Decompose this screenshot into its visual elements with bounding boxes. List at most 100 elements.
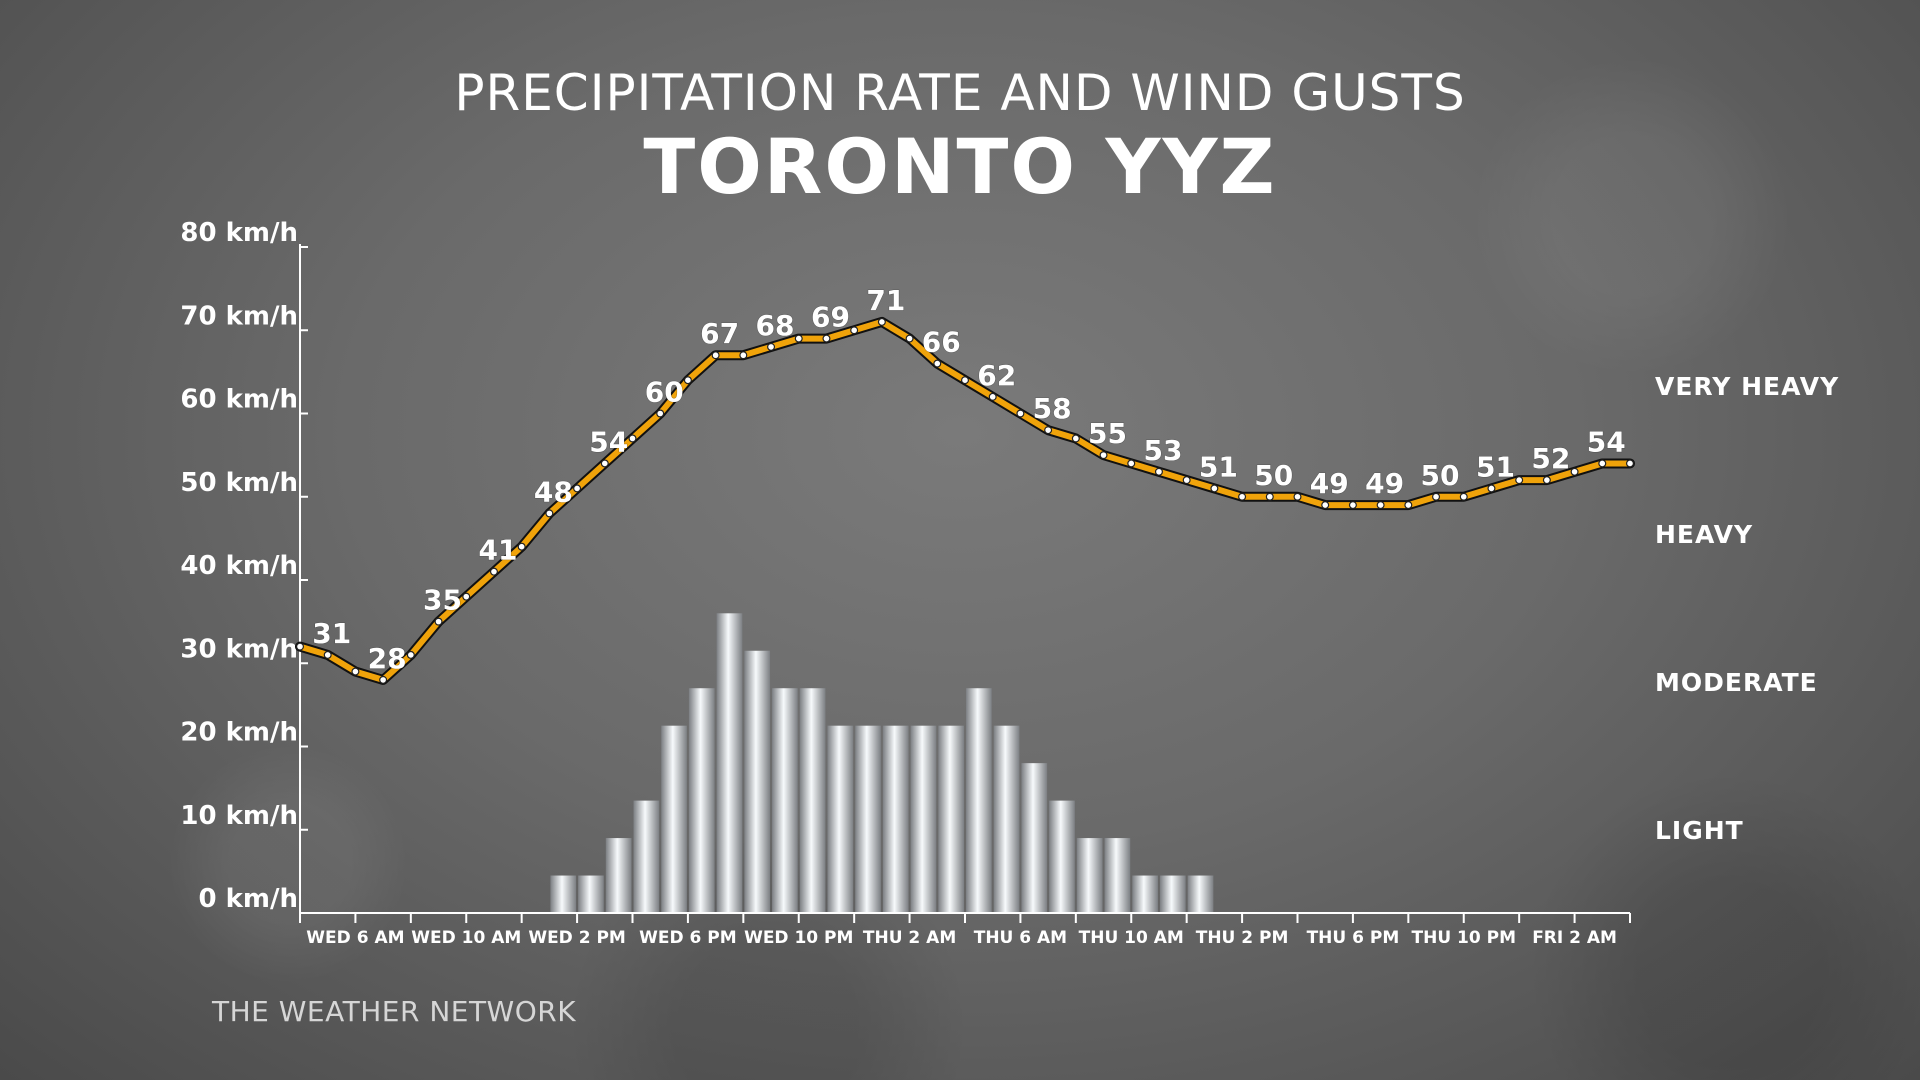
gust-point <box>573 484 582 493</box>
wind-gust-value-labels: 31 28 35 41 48 54 60 67 68 69 71 66 62 58 55 53 51 50 49 49… <box>312 283 1627 675</box>
precip-bar <box>744 650 771 913</box>
x-tick-label: WED 10 AM <box>411 928 521 948</box>
y-tick-label: 0 km/h <box>198 884 298 914</box>
gust-point <box>988 392 997 401</box>
gust-point <box>600 459 609 468</box>
precip-bar <box>966 688 992 913</box>
gust-point <box>1210 484 1219 493</box>
wind-gust-line <box>295 316 1635 685</box>
gust-point <box>406 650 415 659</box>
precip-bar <box>1049 800 1075 913</box>
gust-value-label: 51 <box>1476 450 1515 483</box>
precip-bar <box>827 725 854 913</box>
y-tick-label: 50 km/h <box>180 468 298 498</box>
precip-bar <box>772 688 798 913</box>
x-tick-label: THU 6 AM <box>974 928 1067 948</box>
gust-value-label: 53 <box>1143 434 1182 467</box>
gust-point <box>1404 501 1413 510</box>
gust-point <box>960 376 969 385</box>
precip-bar <box>716 613 743 913</box>
gust-point <box>1598 459 1607 468</box>
gust-point <box>711 351 720 360</box>
axes: 0 km/h 10 km/h 20 km/h 30 km/h 40 km/h 50 km/… <box>180 218 1631 948</box>
x-tick-label: WED 6 AM <box>306 928 404 948</box>
gust-value-label: 41 <box>478 534 517 567</box>
gust-point <box>296 642 305 651</box>
gust-value-label: 35 <box>423 584 462 617</box>
y-tick-label: 40 km/h <box>180 551 298 581</box>
gust-value-label: 67 <box>700 317 739 350</box>
gust-point <box>1459 492 1468 501</box>
precip-bar <box>1132 875 1158 913</box>
gust-value-label: 52 <box>1531 442 1570 475</box>
gust-point <box>1238 492 1247 501</box>
precip-bar <box>799 688 826 913</box>
precipitation-bars <box>550 613 1214 913</box>
x-tick-label: WED 10 PM <box>744 928 853 948</box>
precip-level-label: HEAVY <box>1655 520 1753 549</box>
precip-bar <box>910 725 937 913</box>
y-tick-label: 10 km/h <box>180 801 298 831</box>
precip-bar <box>550 875 577 913</box>
gust-value-label: 51 <box>1199 450 1238 483</box>
gust-point <box>434 617 443 626</box>
gust-point <box>1376 501 1385 510</box>
gust-value-label: 48 <box>534 475 573 508</box>
gust-value-label: 66 <box>922 326 961 359</box>
gust-value-label: 62 <box>977 359 1016 392</box>
y-tick-label: 70 km/h <box>180 301 298 331</box>
gust-point <box>1348 501 1357 510</box>
gust-point <box>905 334 914 343</box>
precip-level-label: LIGHT <box>1655 816 1744 845</box>
gust-value-label: 71 <box>866 284 905 317</box>
gust-value-label: 31 <box>312 617 351 650</box>
gust-point <box>1182 476 1191 485</box>
gust-point <box>1542 476 1551 485</box>
precip-bar <box>633 800 660 913</box>
gust-point <box>1016 409 1025 418</box>
y-tick-label: 60 km/h <box>180 385 298 415</box>
gust-value-label: 54 <box>1587 425 1626 458</box>
gust-point <box>628 434 637 443</box>
x-tick-label: THU 10 PM <box>1412 928 1517 948</box>
precip-bar <box>882 725 909 913</box>
x-tick-label: FRI 2 AM <box>1532 928 1617 948</box>
gust-point <box>1265 492 1274 501</box>
gust-value-label: 50 <box>1254 459 1293 492</box>
gust-point <box>489 567 498 576</box>
gust-point <box>1293 492 1302 501</box>
gust-point <box>545 509 554 518</box>
gust-point <box>767 342 776 351</box>
precip-bar <box>661 725 687 913</box>
precip-bar <box>688 688 715 913</box>
gust-point <box>1071 434 1080 443</box>
gust-point <box>379 675 388 684</box>
precip-level-label: MODERATE <box>1655 668 1818 697</box>
gust-point <box>794 334 803 343</box>
y-tick-label: 20 km/h <box>180 718 298 748</box>
network-logo-text: THE WEATHER NETWORK <box>212 995 577 1028</box>
gust-value-label: 55 <box>1088 417 1127 450</box>
gust-point <box>1099 451 1108 460</box>
gust-point <box>1154 467 1163 476</box>
gust-point <box>1487 484 1496 493</box>
gust-value-label: 69 <box>811 301 850 334</box>
precip-bar <box>1021 763 1048 913</box>
gust-point <box>933 359 942 368</box>
gust-value-label: 50 <box>1421 459 1460 492</box>
gust-value-label: 54 <box>589 425 628 458</box>
precip-bar <box>1076 838 1103 913</box>
precip-bar <box>1187 875 1214 913</box>
gust-point <box>850 326 859 335</box>
gust-point <box>1625 459 1634 468</box>
precipitation-level-labels: VERY HEAVY HEAVY MODERATE LIGHT <box>1655 372 1838 845</box>
gust-value-label: 58 <box>1033 392 1072 425</box>
precip-bar <box>938 725 964 913</box>
gust-point <box>1515 476 1524 485</box>
gust-point <box>739 351 748 360</box>
precip-bar <box>993 725 1020 913</box>
gust-point <box>1321 501 1330 510</box>
gust-point <box>351 667 360 676</box>
